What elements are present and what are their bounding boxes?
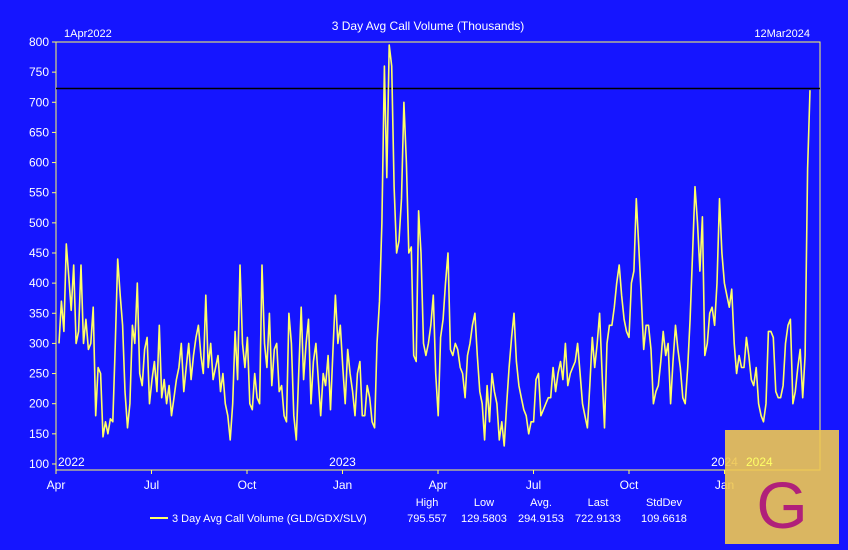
range-end-label: 12Mar2024 <box>754 28 810 40</box>
legend: 3 Day Avg Call Volume (GLD/GDX/SLV) High… <box>150 497 687 525</box>
y-tick-label: 350 <box>29 306 49 320</box>
y-tick-label: 400 <box>29 276 49 290</box>
y-axis: 100 150 200 250 300 350 400 450 500 550 600 650 700 7… <box>29 35 56 471</box>
y-tick-label: 550 <box>29 186 49 200</box>
y-tick-label: 700 <box>29 95 49 109</box>
y-tick-label: 300 <box>29 336 49 350</box>
y-tick-label: 150 <box>29 427 49 441</box>
x-tick-label: Oct <box>238 478 257 492</box>
chart-title: 3 Day Avg Call Volume (Thousands) <box>332 19 525 33</box>
year-label: 2022 <box>58 455 85 469</box>
stat-high-label: High <box>416 497 439 509</box>
x-tick-label: Apr <box>429 478 448 492</box>
stat-high-value: 795.557 <box>407 513 447 525</box>
stat-avg-value: 294.9153 <box>518 513 564 525</box>
range-start-label: 1Apr2022 <box>64 28 112 40</box>
y-tick-label: 450 <box>29 246 49 260</box>
stat-stddev-value: 109.6618 <box>641 513 687 525</box>
x-tick-label: Jul <box>526 478 541 492</box>
y-tick-label: 750 <box>29 65 49 79</box>
stat-stddev-label: StdDev <box>646 497 683 509</box>
y-tick-label: 100 <box>29 457 49 471</box>
stat-last-value: 722.9133 <box>575 513 621 525</box>
stat-last-label: Last <box>588 497 609 509</box>
y-tick-label: 650 <box>29 125 49 139</box>
stat-low-label: Low <box>474 497 494 509</box>
series-line <box>58 44 811 447</box>
x-tick-label: Oct <box>620 478 639 492</box>
year-label: 2023 <box>329 455 356 469</box>
y-tick-label: 200 <box>29 397 49 411</box>
watermark-year: 2024 <box>746 455 773 469</box>
watermark-background <box>725 430 839 544</box>
stat-low-value: 129.5803 <box>461 513 507 525</box>
stat-avg-label: Avg. <box>530 497 552 509</box>
x-tick-label: Apr <box>47 478 66 492</box>
y-tick-label: 600 <box>29 156 49 170</box>
x-tick-label: Jul <box>144 478 159 492</box>
watermark-letter: G <box>756 468 807 542</box>
legend-series-name: 3 Day Avg Call Volume (GLD/GDX/SLV) <box>172 513 367 525</box>
y-tick-label: 250 <box>29 367 49 381</box>
x-axis: Apr Jul Oct Jan Apr Jul Oct Jan <box>47 470 734 492</box>
y-tick-label: 500 <box>29 216 49 230</box>
watermark-logo: 2024 G <box>725 430 839 544</box>
y-tick-label: 800 <box>29 35 49 49</box>
x-tick-label: Jan <box>333 478 352 492</box>
